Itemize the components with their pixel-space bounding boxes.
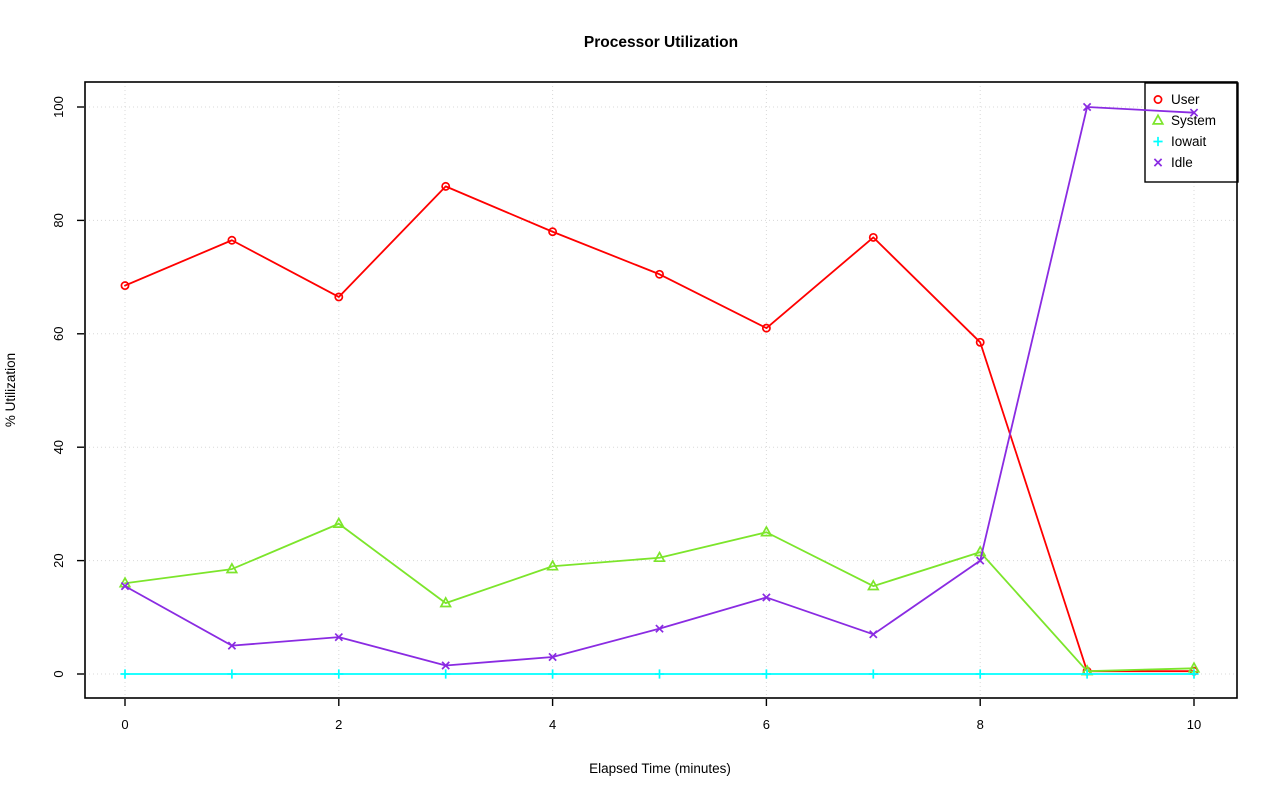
series-idle-marker	[334, 632, 344, 642]
x-tick-label: 4	[549, 717, 556, 732]
series-user-marker	[975, 337, 985, 347]
series-system-marker	[332, 516, 346, 528]
series-idle-marker	[975, 556, 985, 565]
x-tick-label: 0	[121, 717, 128, 732]
series-idle-marker	[548, 652, 557, 662]
series-user-marker	[120, 281, 130, 291]
series-system-marker	[653, 550, 666, 563]
legend-swatch-user	[1153, 95, 1163, 104]
plot-border	[84, 81, 1238, 699]
legend-label-idle: Idle	[1171, 155, 1193, 170]
series-iowait-marker	[654, 669, 665, 679]
series-iowait-marker	[868, 669, 878, 679]
series-idle-marker	[120, 581, 130, 591]
legend-swatch-system	[1151, 113, 1165, 125]
legend-label-iowait: Iowait	[1171, 134, 1207, 149]
series-system-marker	[225, 562, 239, 574]
y-tick-label: 60	[51, 327, 66, 341]
series-iowait-marker	[1189, 669, 1199, 679]
x-axis-title: Elapsed Time (minutes)	[589, 761, 731, 776]
series-idle-marker	[655, 624, 664, 633]
series-iowait-marker	[761, 669, 771, 679]
legend-swatch-idle	[1153, 158, 1163, 167]
series-iowait-marker	[441, 669, 451, 679]
series-idle-marker	[869, 630, 878, 639]
series-idle-line	[124, 106, 1195, 667]
x-tick-label: 8	[977, 717, 984, 732]
y-tick-label: 0	[51, 670, 66, 677]
y-axis-title: % Utilization	[3, 353, 18, 427]
series-system-marker	[867, 579, 880, 591]
series-idle-marker	[1189, 108, 1199, 117]
x-tick-label: 2	[335, 717, 342, 732]
series-user-marker	[868, 232, 878, 242]
series-user-marker	[227, 235, 237, 245]
series-iowait-marker	[334, 669, 344, 679]
series-system-marker	[760, 525, 773, 537]
series-user-marker	[761, 323, 771, 333]
legend-label-system: System	[1171, 113, 1216, 128]
series-user-marker	[334, 292, 344, 302]
series-system-marker	[546, 559, 559, 571]
y-tick-label: 80	[51, 213, 66, 227]
series-idle-marker	[227, 641, 237, 650]
y-tick-label: 100	[51, 96, 66, 118]
series-layer	[118, 102, 1201, 679]
series-iowait-marker	[1082, 669, 1092, 679]
series-system-marker	[439, 596, 452, 608]
legend-label-user: User	[1171, 92, 1200, 107]
legend-entries-layer: User System Iowait Idle	[1151, 92, 1216, 170]
series-user-marker	[441, 181, 451, 191]
chart-title: Processor Utilization	[584, 34, 738, 51]
legend-swatch-iowait	[1153, 136, 1163, 147]
series-iowait-marker	[227, 669, 237, 679]
series-iowait-marker	[548, 669, 558, 679]
x-tick-label: 10	[1187, 717, 1201, 732]
y-tick-label: 20	[51, 553, 66, 567]
series-user-marker	[655, 269, 664, 279]
series-system-line	[124, 522, 1195, 673]
series-iowait-marker	[975, 669, 985, 679]
series-user-marker	[548, 227, 558, 237]
series-idle-marker	[441, 661, 450, 670]
y-tick-label: 40	[51, 440, 66, 454]
gridlines-layer	[85, 82, 1237, 698]
series-user-line	[124, 185, 1195, 673]
series-idle-marker	[1082, 102, 1092, 112]
series-idle-marker	[762, 593, 771, 602]
series-iowait-marker	[120, 669, 130, 679]
x-tick-label: 6	[763, 717, 770, 732]
